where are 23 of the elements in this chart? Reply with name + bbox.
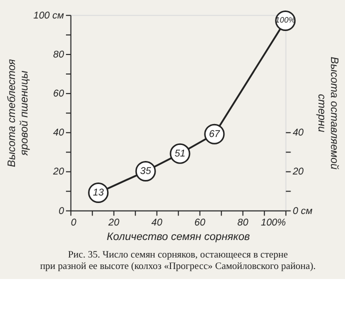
y-tick-label: 100 см [33,10,64,22]
y2-tick-label: 40 [292,128,304,139]
annotation: 67 [208,129,220,140]
x-axis-title: Количество семян сорняков [106,231,250,244]
y2-tick-label: 0 см [292,206,313,217]
y-axis-title: Высота стеблестоя яровой пшеницы [6,58,31,168]
text: Рис. 35. Число семян сорняков, остающееся в стерне при разной ее высоте (колхоз «Прогресс» Самойловского района). [40,249,316,272]
y-tick-label: 80 [53,49,65,60]
y2-axis-title: Высота оставляемой стерни [315,56,340,170]
y-tick-label: 0 [58,206,65,217]
x-tick-label: 40 [151,218,163,229]
y2-tick-label: 20 [292,166,304,178]
x-tick-label: 20 [107,218,120,229]
x-tick-label: 0 [70,218,77,229]
y-tick-label: 60 [53,88,65,100]
annotation: 13 [92,188,104,199]
y-tick-label: 20 [52,166,65,178]
annotation: 51 [174,148,186,160]
x-tick-label: 100% [260,218,286,229]
x-tick-label: 80 [237,218,249,229]
y-tick-label: 40 [53,128,65,139]
x-tick-label: 60 [194,218,206,229]
annotation: 35 [140,166,152,178]
